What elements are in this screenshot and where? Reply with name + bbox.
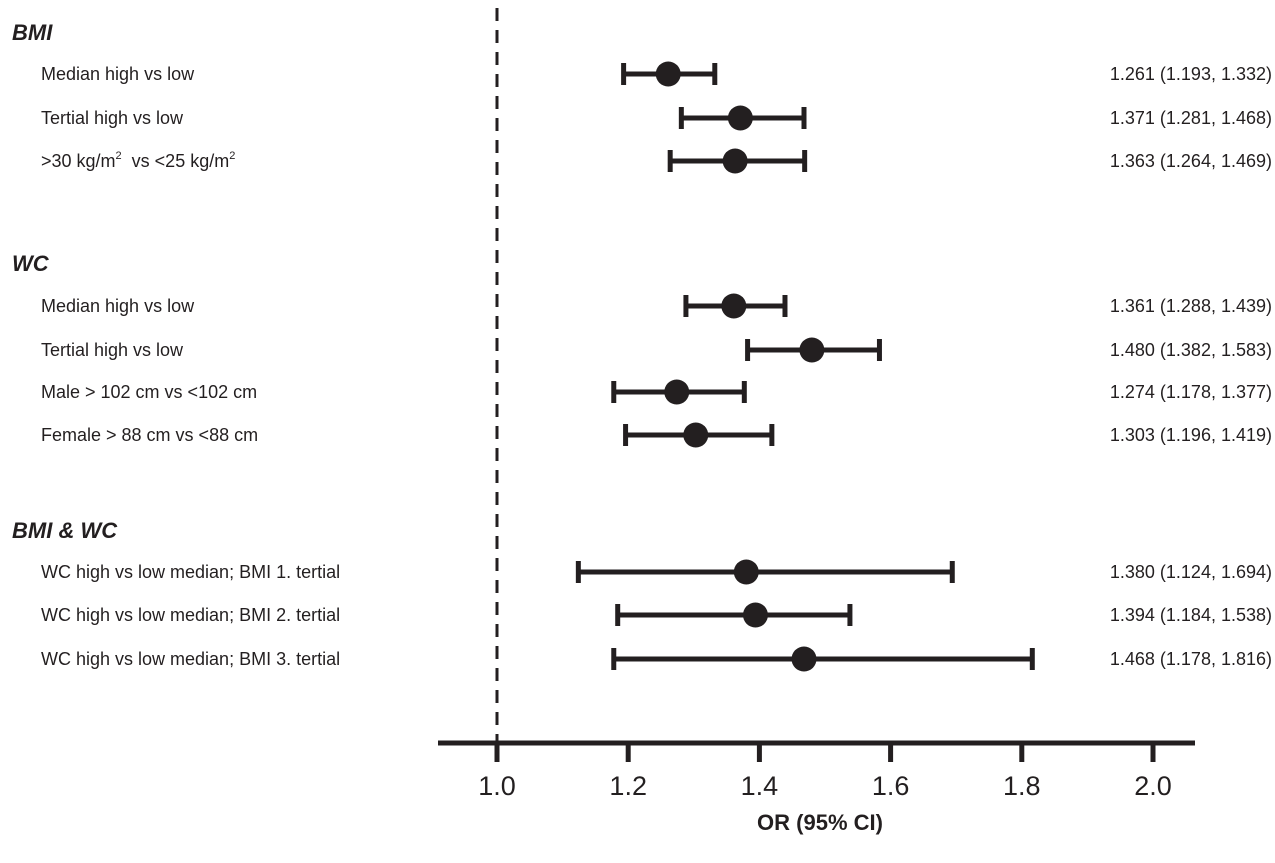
ci-value-text: 1.480 (1.382, 1.583) [1110, 340, 1272, 360]
group-title: BMI [12, 20, 53, 45]
row-label: WC high vs low median; BMI 2. tertial [41, 605, 340, 625]
forest-row: Tertial high vs low 1.480 (1.382, 1.583) [41, 337, 1272, 363]
superscript: 2 [116, 150, 122, 162]
ci-value-text: 1.468 (1.178, 1.816) [1110, 649, 1272, 669]
ci-value-text: 1.394 (1.184, 1.538) [1110, 605, 1272, 625]
point-estimate [664, 379, 690, 405]
point-estimate [721, 293, 747, 319]
point-estimate [655, 61, 681, 87]
point-estimate [727, 105, 753, 131]
point-estimate [799, 337, 825, 363]
x-tick-label: 1.8 [1003, 771, 1041, 801]
group-title: WC [12, 251, 50, 276]
x-axis-title: OR (95% CI) [757, 810, 883, 835]
point-estimate [722, 148, 748, 174]
row-label: Median high vs low [41, 296, 195, 316]
point-estimate [733, 559, 759, 585]
row-label: Median high vs low [41, 64, 195, 84]
row-label: WC high vs low median; BMI 1. tertial [41, 562, 340, 582]
forest-row: WC high vs low median; BMI 3. tertial 1.4… [41, 646, 1272, 672]
forest-row: Median high vs low 1.261 (1.193, 1.332) [41, 61, 1272, 87]
x-tick-label: 1.0 [478, 771, 516, 801]
row-label: Tertial high vs low [41, 340, 184, 360]
group-title: BMI & WC [12, 518, 118, 543]
forest-row: Male > 102 cm vs <102 cm 1.274 (1.178, 1.… [41, 379, 1272, 405]
row-label: WC high vs low median; BMI 3. tertial [41, 649, 340, 669]
forest-row: >30 kg/m2 vs <25 kg/m2 1.363 (1.264, 1.46… [41, 148, 1272, 174]
x-tick-label: 1.2 [609, 771, 647, 801]
ci-value-text: 1.380 (1.124, 1.694) [1110, 562, 1272, 582]
forest-row: Female > 88 cm vs <88 cm 1.303 (1.196, 1.… [41, 422, 1272, 448]
row-label: >30 kg/m2 vs <25 kg/m2 [41, 150, 235, 171]
forest-row: WC high vs low median; BMI 2. tertial 1.3… [41, 602, 1272, 628]
row-label: Male > 102 cm vs <102 cm [41, 382, 257, 402]
rows-layer: BMI Median high vs low 1.261 (1.193, 1.332… [12, 20, 1272, 672]
ci-value-text: 1.361 (1.288, 1.439) [1110, 296, 1272, 316]
x-tick-label: 1.4 [741, 771, 779, 801]
ci-value-text: 1.363 (1.264, 1.469) [1110, 151, 1272, 171]
point-estimate [791, 646, 817, 672]
superscript: 2 [229, 150, 235, 162]
x-tick-label: 1.6 [872, 771, 910, 801]
x-tick-label: 2.0 [1134, 771, 1172, 801]
label-part: vs <25 kg/m [122, 151, 230, 171]
forest-row: WC high vs low median; BMI 1. tertial 1.3… [41, 559, 1272, 585]
forest-row: Median high vs low 1.361 (1.288, 1.439) [41, 293, 1272, 319]
ci-value-text: 1.261 (1.193, 1.332) [1110, 64, 1272, 84]
ci-value-text: 1.371 (1.281, 1.468) [1110, 108, 1272, 128]
point-estimate [683, 422, 709, 448]
row-label: Tertial high vs low [41, 108, 184, 128]
ci-value-text: 1.303 (1.196, 1.419) [1110, 425, 1272, 445]
x-axis: 1.0 1.2 1.4 1.6 1.8 2.0 [478, 743, 1172, 801]
row-label: Female > 88 cm vs <88 cm [41, 425, 258, 445]
ci-value-text: 1.274 (1.178, 1.377) [1110, 382, 1272, 402]
point-estimate [742, 602, 768, 628]
forest-row: Tertial high vs low 1.371 (1.281, 1.468) [41, 105, 1272, 131]
